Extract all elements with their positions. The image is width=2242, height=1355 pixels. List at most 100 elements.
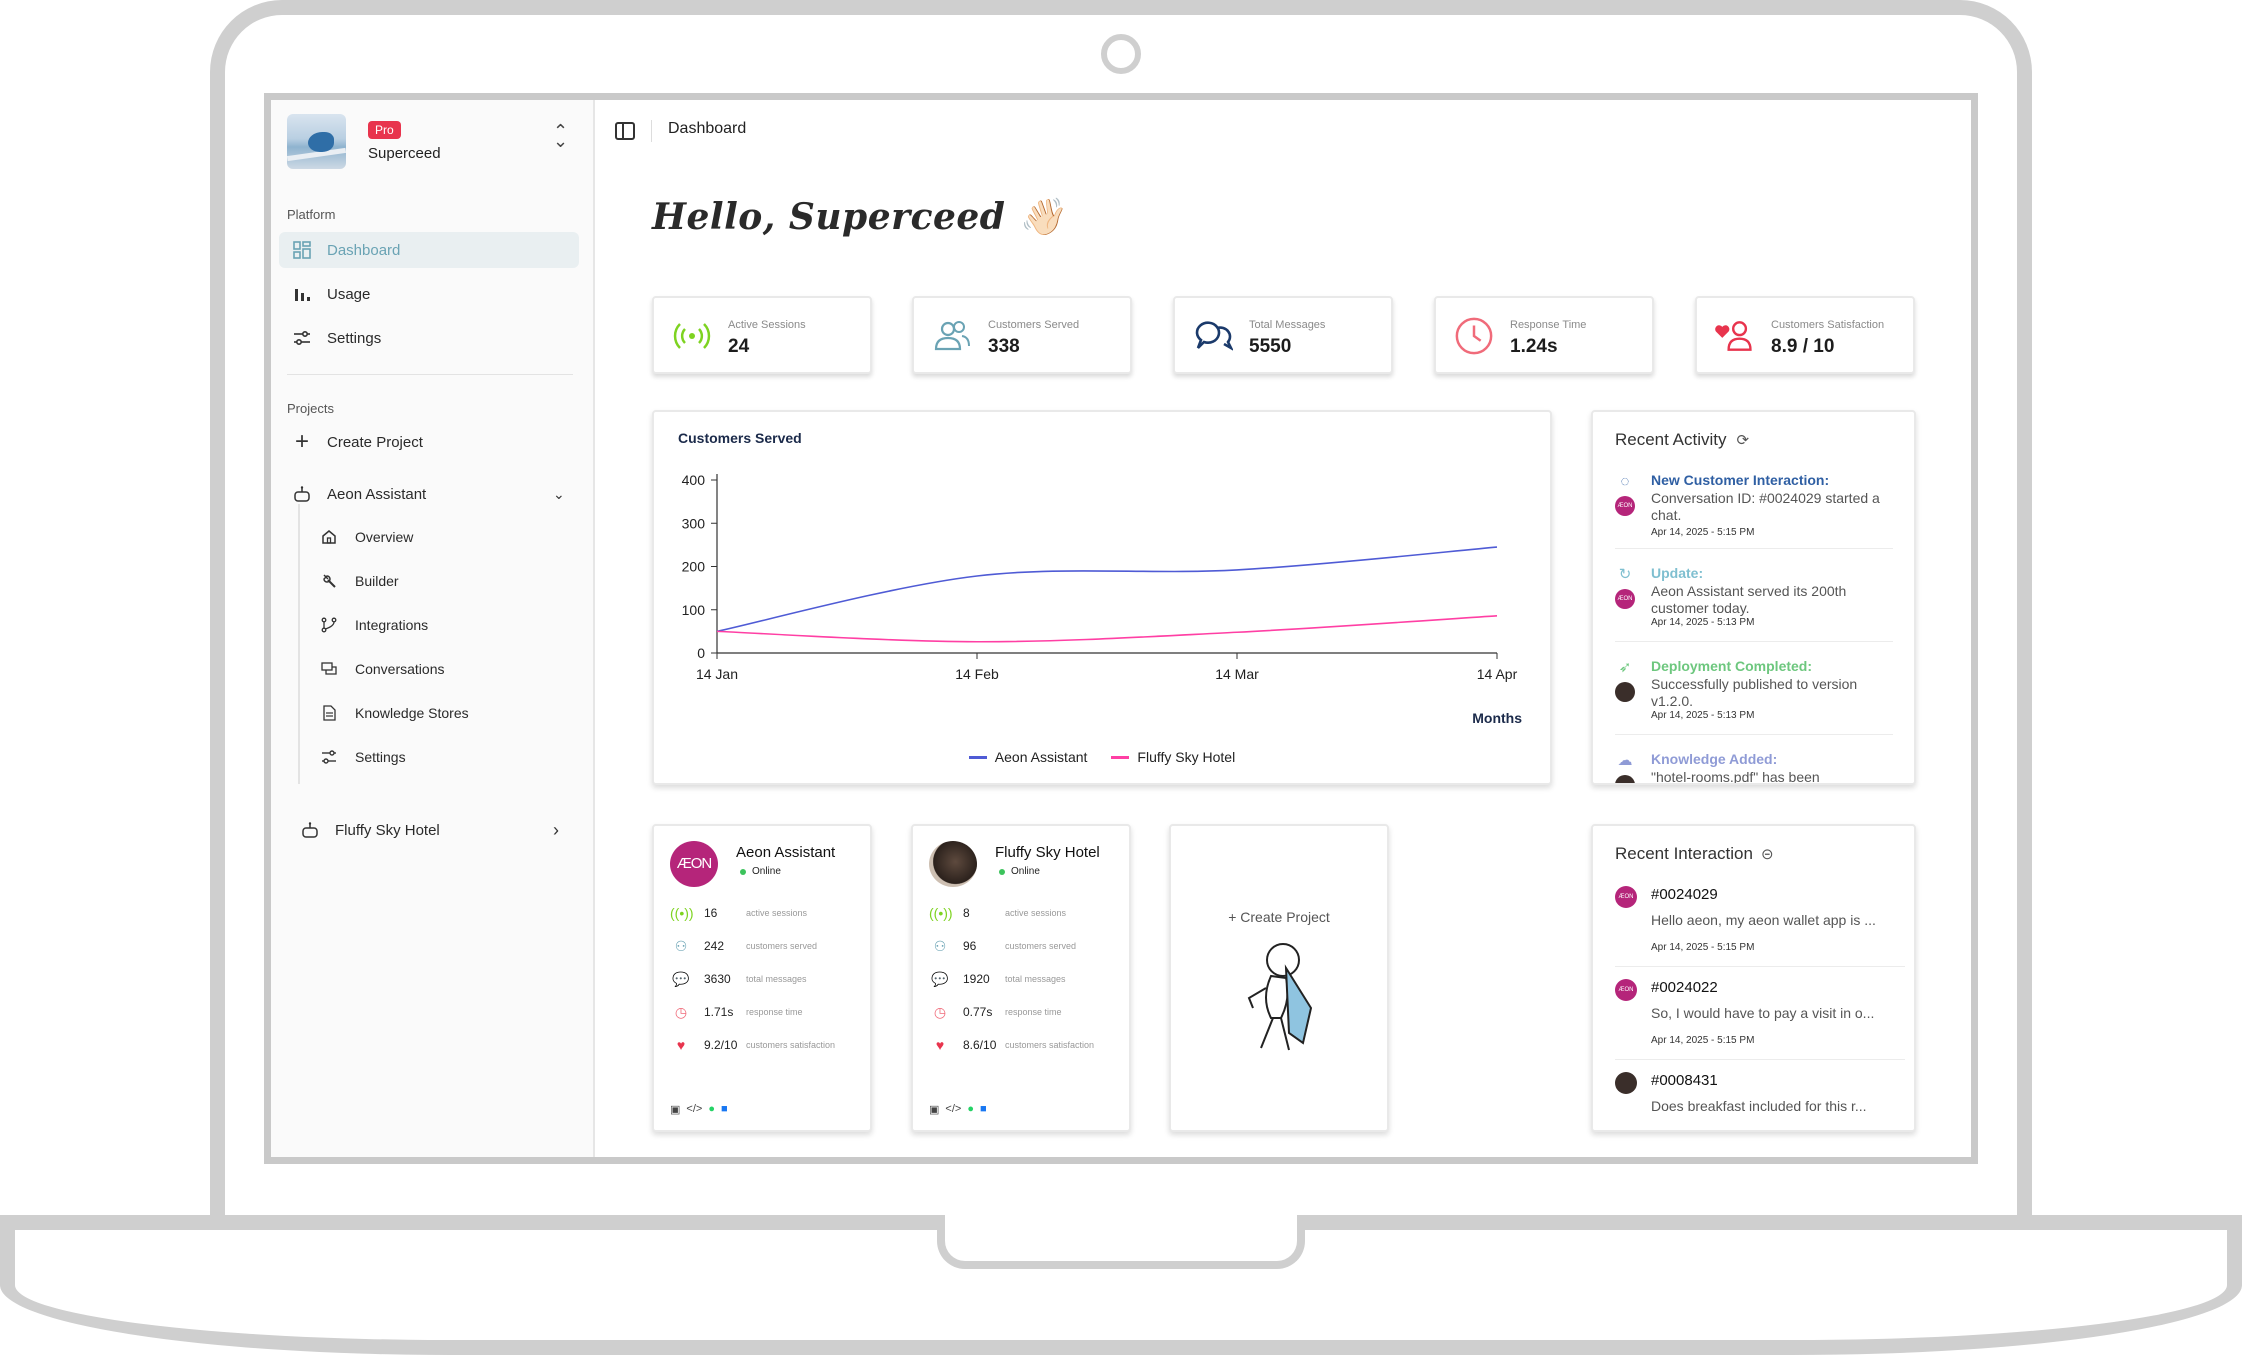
chat-bubble-icon[interactable]: ⊝ [1760,846,1774,863]
users-icon [932,316,972,356]
heart-user-icon: ♥ [676,1037,686,1053]
status-text: Online [752,866,781,877]
subnav-line [298,504,300,784]
stat-value: 8.9 / 10 [1771,336,1835,357]
project-stat-row: ⚇ 96 customers served [929,936,1129,956]
stat-label: Customers Satisfaction [1771,319,1885,331]
bot-icon [299,819,321,841]
series-line [716,615,1498,643]
activity-title: Knowledge Added: [1651,751,1778,767]
stat-label: customers served [1005,941,1077,951]
users-icon: ⚇ [674,937,688,954]
workspace-avatar [287,114,346,169]
chevron-down-icon[interactable]: ⌄ [553,486,565,502]
project-card-fluffy[interactable]: Fluffy Sky Hotel Online ((•)) 8 active ses… [911,824,1131,1132]
stat-value: 96 [963,939,977,953]
sidebar-subitem-integrations[interactable]: Integrations [319,609,428,641]
divider [1615,966,1905,967]
sidebar-subitem-overview[interactable]: Overview [319,521,413,553]
project-stat-row: ((•)) 16 active sessions [670,903,870,923]
y-tick-label: 0 [697,645,705,661]
stat-value: 16 [704,906,718,920]
sidebar-item-settings[interactable]: Settings [279,320,579,356]
divider [1615,734,1893,735]
facebook-icon: ■ [720,1103,728,1115]
x-axis-label: Months [1472,710,1522,726]
sidebar-subitem-settings[interactable]: Settings [319,741,406,773]
illustration-person-icon [1247,943,1313,1051]
stat-value: 8.6/10 [963,1038,997,1052]
chat-bubble-icon: ◌ [1620,473,1630,490]
y-tick-label: 400 [682,472,706,488]
bot-icon [291,483,313,505]
stat-label: total messages [1005,974,1066,984]
stat-label: customers satisfaction [746,1040,836,1050]
stat-value: 9.2/10 [704,1038,738,1052]
stat-card-customers-served: Customers Served 338 [912,296,1132,374]
create-project-card[interactable]: + Create Project [1169,824,1389,1132]
interaction-id: #0024029 [1651,886,1718,903]
online-dot [999,868,1005,875]
online-dot [740,868,746,875]
channel-icons: ▣ </> ● ■ [929,1103,987,1116]
legend-item[interactable]: Aeon Assistant [968,749,1087,765]
chart-title: Customers Served [678,430,802,446]
messages-icon: 💬 [672,970,690,987]
project-stat-row: ♥ 9.2/10 customers satisfaction [670,1035,870,1055]
workspace-switcher[interactable]: Pro Superceed ⌃ ⌄ [287,114,577,170]
stat-value: 0.77s [963,1005,993,1019]
subitem-label: Overview [355,529,414,545]
stat-label: customers satisfaction [1005,1040,1095,1050]
recent-activity-header: Recent Activity ⟳ [1615,430,1749,450]
sidebar-item-usage[interactable]: Usage [279,276,579,312]
legend-item[interactable]: Fluffy Sky Hotel [1111,749,1235,765]
clock-icon: ◷ [933,1003,947,1020]
interaction-id: #0008431 [1651,1072,1718,1089]
clock-icon: ◷ [674,1003,688,1020]
avatar: ÆON [1615,496,1635,516]
clock-icon [1454,316,1494,356]
stat-label: response time [746,1007,803,1017]
chevrons-up-down-icon[interactable]: ⌃ ⌄ [553,121,569,151]
legend-swatch [1111,755,1130,759]
project-stat-row: ◷ 1.71s response time [670,1002,870,1022]
x-tick-label: 14 Mar [1215,666,1259,682]
sidebar-project-fluffy[interactable]: Fluffy Sky Hotel [279,812,579,848]
workspace-name: Superceed [368,145,441,162]
refresh-icon[interactable]: ⟳ [1736,432,1750,449]
sidebar-item-dashboard[interactable]: Dashboard [279,232,579,268]
sidebar-item-label: Dashboard [327,241,401,259]
sidebar-subitem-knowledge-stores[interactable]: Knowledge Stores [319,697,469,729]
sidebar-project-aeon[interactable]: Aeon Assistant [279,476,579,512]
avatar: ÆON [1615,979,1637,1001]
plus-icon: + [294,428,309,455]
project-stat-row: ♥ 8.6/10 customers satisfaction [929,1035,1129,1055]
rocket-icon: ➶ [1618,659,1632,676]
sidebar-subitem-builder[interactable]: Builder [319,565,399,597]
stat-value: 338 [988,336,1020,357]
messages-icon: 💬 [931,970,949,987]
toggle-sidebar-icon[interactable] [615,122,635,140]
stat-label: active sessions [1005,908,1067,918]
sidebar-subitem-conversations[interactable]: Conversations [319,653,445,685]
document-icon [319,703,339,723]
line-chart: 0 100 200 300 400 14 Jan 14 Feb 14 Mar 14 Apr Mon… [682,472,1523,726]
y-tick-label: 100 [682,602,706,618]
project-stat-row: ((•)) 8 active sessions [929,903,1129,923]
subitem-label: Conversations [355,661,445,677]
sidebar: Pro Superceed ⌃ ⌄ Platform Dashboard Usag… [271,100,595,1157]
project-stat-row: 💬 1920 total messages [929,969,1129,989]
sidebar-item-label: Settings [327,329,382,347]
activity-text: Successfully published to version v1.2.0… [1651,676,1858,709]
project-card-aeon[interactable]: ÆON Aeon Assistant Online ((•)) 16 active … [652,824,872,1132]
branch-icon [319,615,339,635]
stat-label: customers served [746,941,818,951]
create-project-button[interactable]: + Create Project [279,424,579,460]
chevron-right-icon[interactable]: › [553,820,559,840]
project-logo [929,841,977,887]
laptop-notch [937,1215,1305,1269]
sidebar-item-label: Usage [327,285,371,303]
recent-interaction-header: Recent Interaction ⊝ [1615,844,1774,864]
interaction-time: Apr 14, 2025 - 5:15 PM [1651,942,1755,953]
